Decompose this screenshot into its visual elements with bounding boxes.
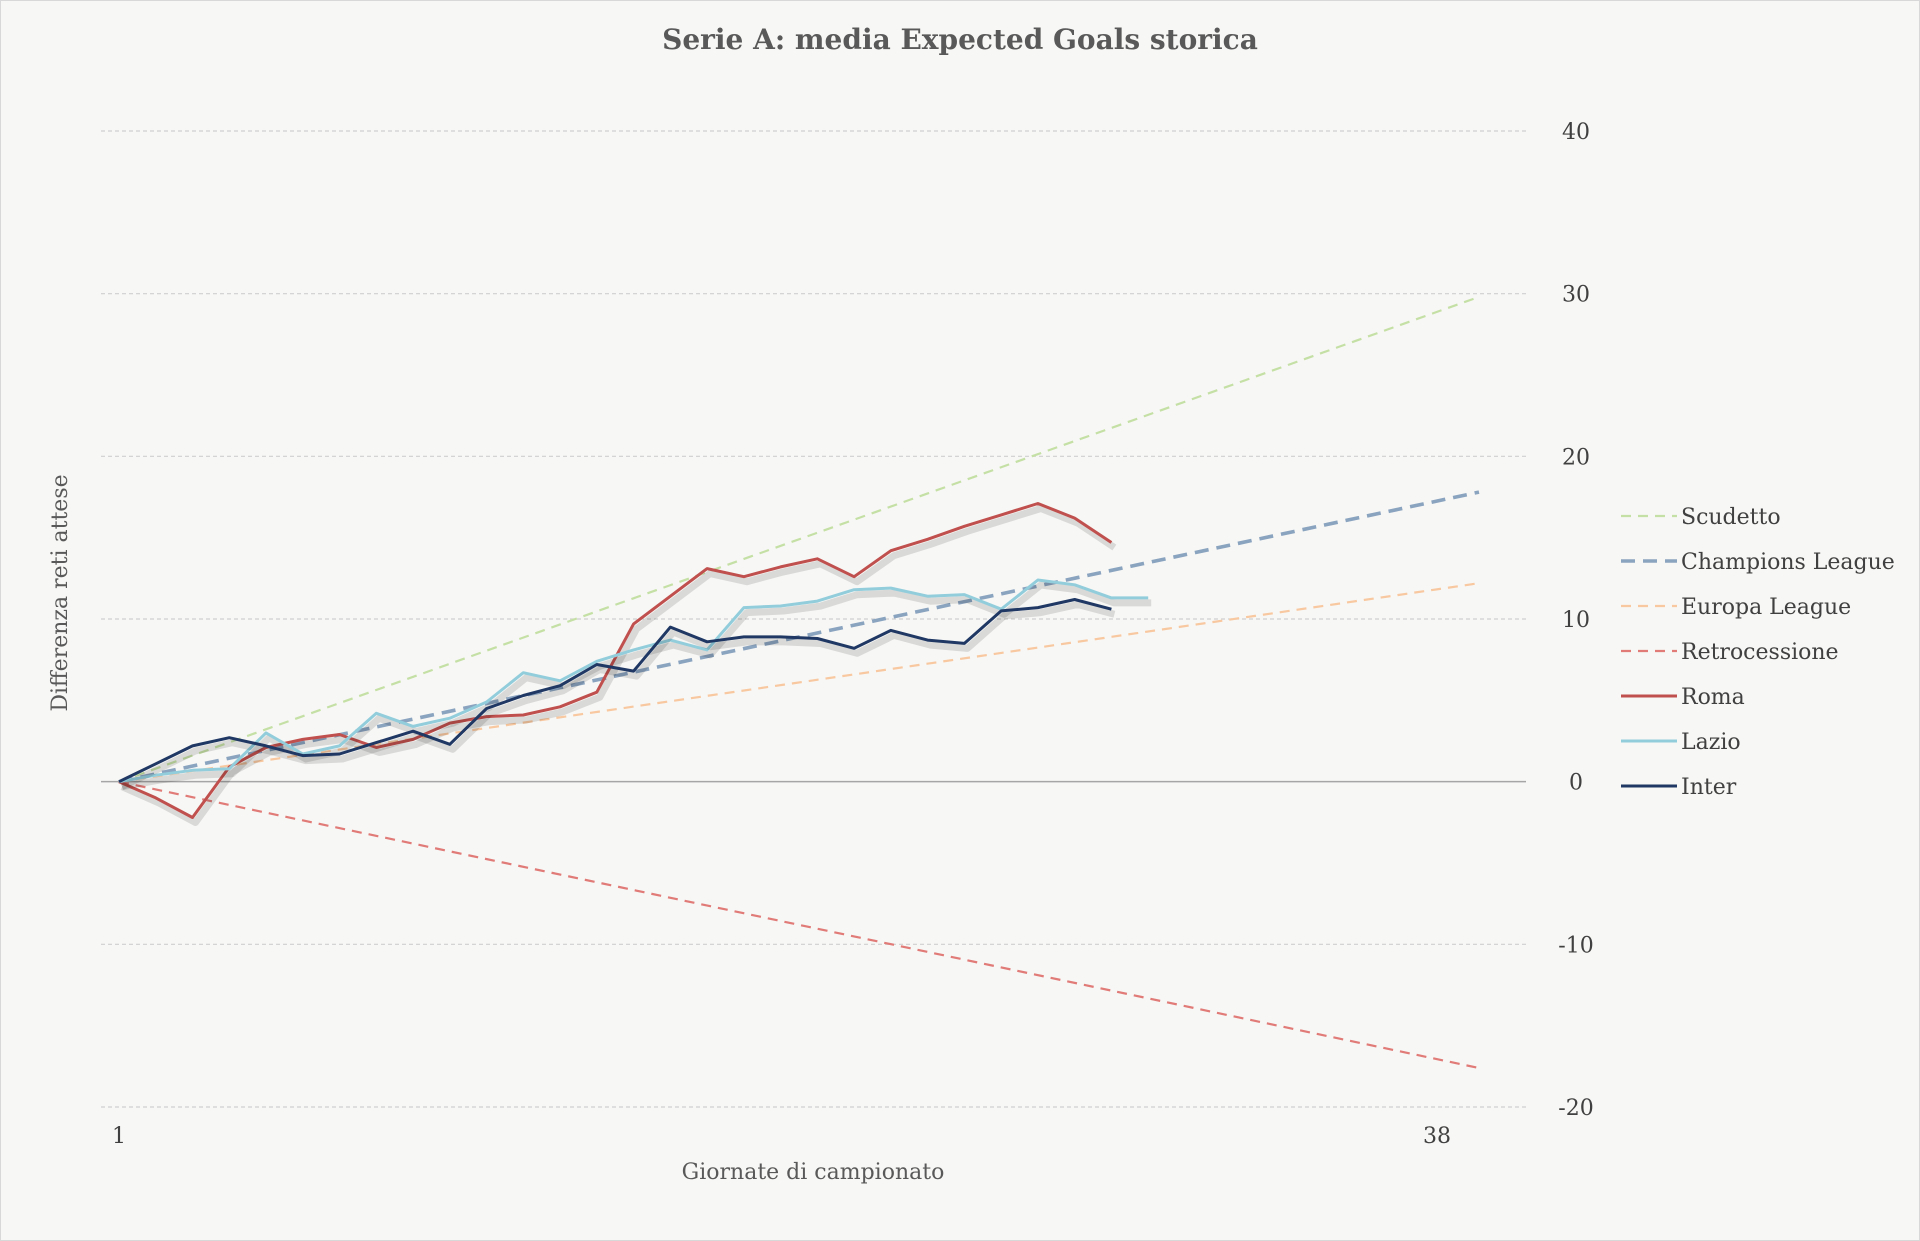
- y-tick-label: 40: [1562, 120, 1590, 145]
- x-tick-label: 38: [1423, 1124, 1451, 1149]
- series-line-lazio: [118, 578, 1149, 784]
- legend-label: Roma: [1681, 685, 1745, 710]
- x-axis-title: Giornate di campionato: [682, 1160, 945, 1185]
- y-axis-title: Differenza reti attese: [48, 474, 73, 711]
- legend-label: Europa League: [1681, 595, 1851, 620]
- legend-label: Lazio: [1681, 730, 1741, 755]
- legend-label: Scudetto: [1681, 505, 1781, 530]
- series-layer: [118, 295, 1480, 1070]
- series-line-europa-league: [118, 582, 1480, 783]
- x-tick-label: 1: [112, 1124, 126, 1149]
- series-line-scudetto: [118, 295, 1480, 783]
- series-line-retrocessione: [118, 780, 1480, 1070]
- chart-title: Serie A: media Expected Goals storica: [662, 23, 1258, 56]
- y-tick-label: 20: [1562, 445, 1590, 470]
- x-axis-ticks: 1 38: [112, 1124, 1451, 1149]
- legend-label: Retrocessione: [1681, 640, 1839, 665]
- y-axis-ticks: 40 30 20 10 0 -10 -20: [1558, 120, 1593, 1121]
- y-tick-label: 10: [1562, 608, 1590, 633]
- y-tick-label: -10: [1558, 933, 1593, 958]
- y-tick-label: -20: [1558, 1096, 1593, 1121]
- series-shadow: [120, 505, 1117, 826]
- series-shadow: [120, 601, 1116, 790]
- legend-label: Champions League: [1681, 550, 1895, 575]
- legend-label: Inter: [1681, 775, 1737, 800]
- y-tick-label: 0: [1569, 771, 1583, 796]
- gridlines: [101, 130, 1526, 1108]
- y-tick-label: 30: [1562, 283, 1590, 308]
- legend: Scudetto Champions League Europa League Ret…: [1621, 505, 1895, 800]
- series-line-inter: [118, 598, 1112, 784]
